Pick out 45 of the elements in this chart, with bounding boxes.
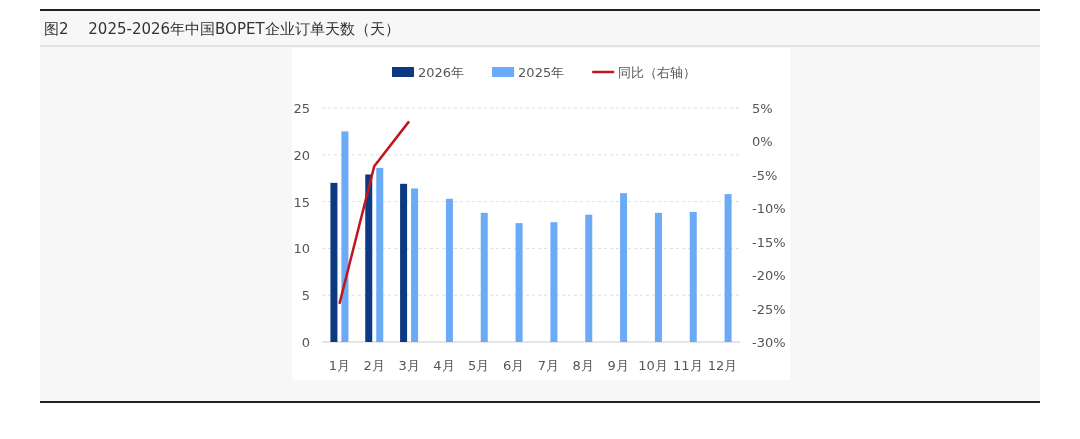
bar	[445, 198, 453, 342]
y-tick-label: 20	[293, 147, 310, 163]
x-tick-label: 1月	[328, 358, 351, 373]
y2-tick-label: -10%	[752, 201, 786, 217]
x-tick-label: 10月	[638, 358, 668, 373]
x-tick-label: 7月	[537, 358, 560, 373]
x-tick-label: 2月	[363, 358, 385, 373]
bar	[330, 182, 338, 342]
bar	[411, 188, 419, 342]
bar	[550, 222, 558, 342]
legend-label: 2026年	[418, 65, 465, 80]
legend-label: 同比（右轴）	[618, 65, 697, 80]
y-tick-label: 25	[293, 101, 310, 116]
bar	[365, 174, 373, 342]
bar	[480, 212, 488, 342]
y2-tick-label: 0%	[752, 134, 773, 150]
bar	[724, 194, 732, 342]
x-tick-label: 9月	[607, 358, 629, 373]
bar	[654, 212, 662, 342]
y-tick-label: 0	[301, 335, 310, 350]
chart-title: 图2 2025-2026年中国BOPET企业订单天数（天）	[44, 20, 400, 38]
x-tick-label: 11月	[672, 358, 703, 373]
x-tick-label: 6月	[502, 358, 525, 373]
x-tick-label: 12月	[707, 358, 738, 373]
y2-tick-label: -30%	[752, 335, 786, 350]
y2-tick-label: 5%	[752, 101, 773, 116]
bar	[689, 211, 697, 342]
bar	[341, 131, 349, 342]
y-tick-label: 5	[301, 288, 310, 304]
y2-tick-label: -25%	[752, 301, 786, 317]
bar	[400, 183, 408, 342]
y2-tick-label: -15%	[752, 234, 786, 250]
bar	[376, 167, 384, 342]
bar	[620, 193, 628, 342]
x-tick-label: 5月	[468, 358, 490, 373]
y2-tick-label: -20%	[752, 268, 786, 284]
y2-tick-label: -5%	[752, 167, 778, 183]
y-tick-label: 10	[293, 241, 310, 257]
x-tick-label: 3月	[398, 358, 420, 373]
x-tick-label: 8月	[572, 358, 594, 373]
legend-label: 2025年	[518, 65, 565, 80]
x-tick-label: 4月	[433, 358, 455, 373]
bar	[515, 223, 523, 342]
bar	[585, 214, 593, 342]
y-tick-label: 15	[293, 194, 310, 210]
